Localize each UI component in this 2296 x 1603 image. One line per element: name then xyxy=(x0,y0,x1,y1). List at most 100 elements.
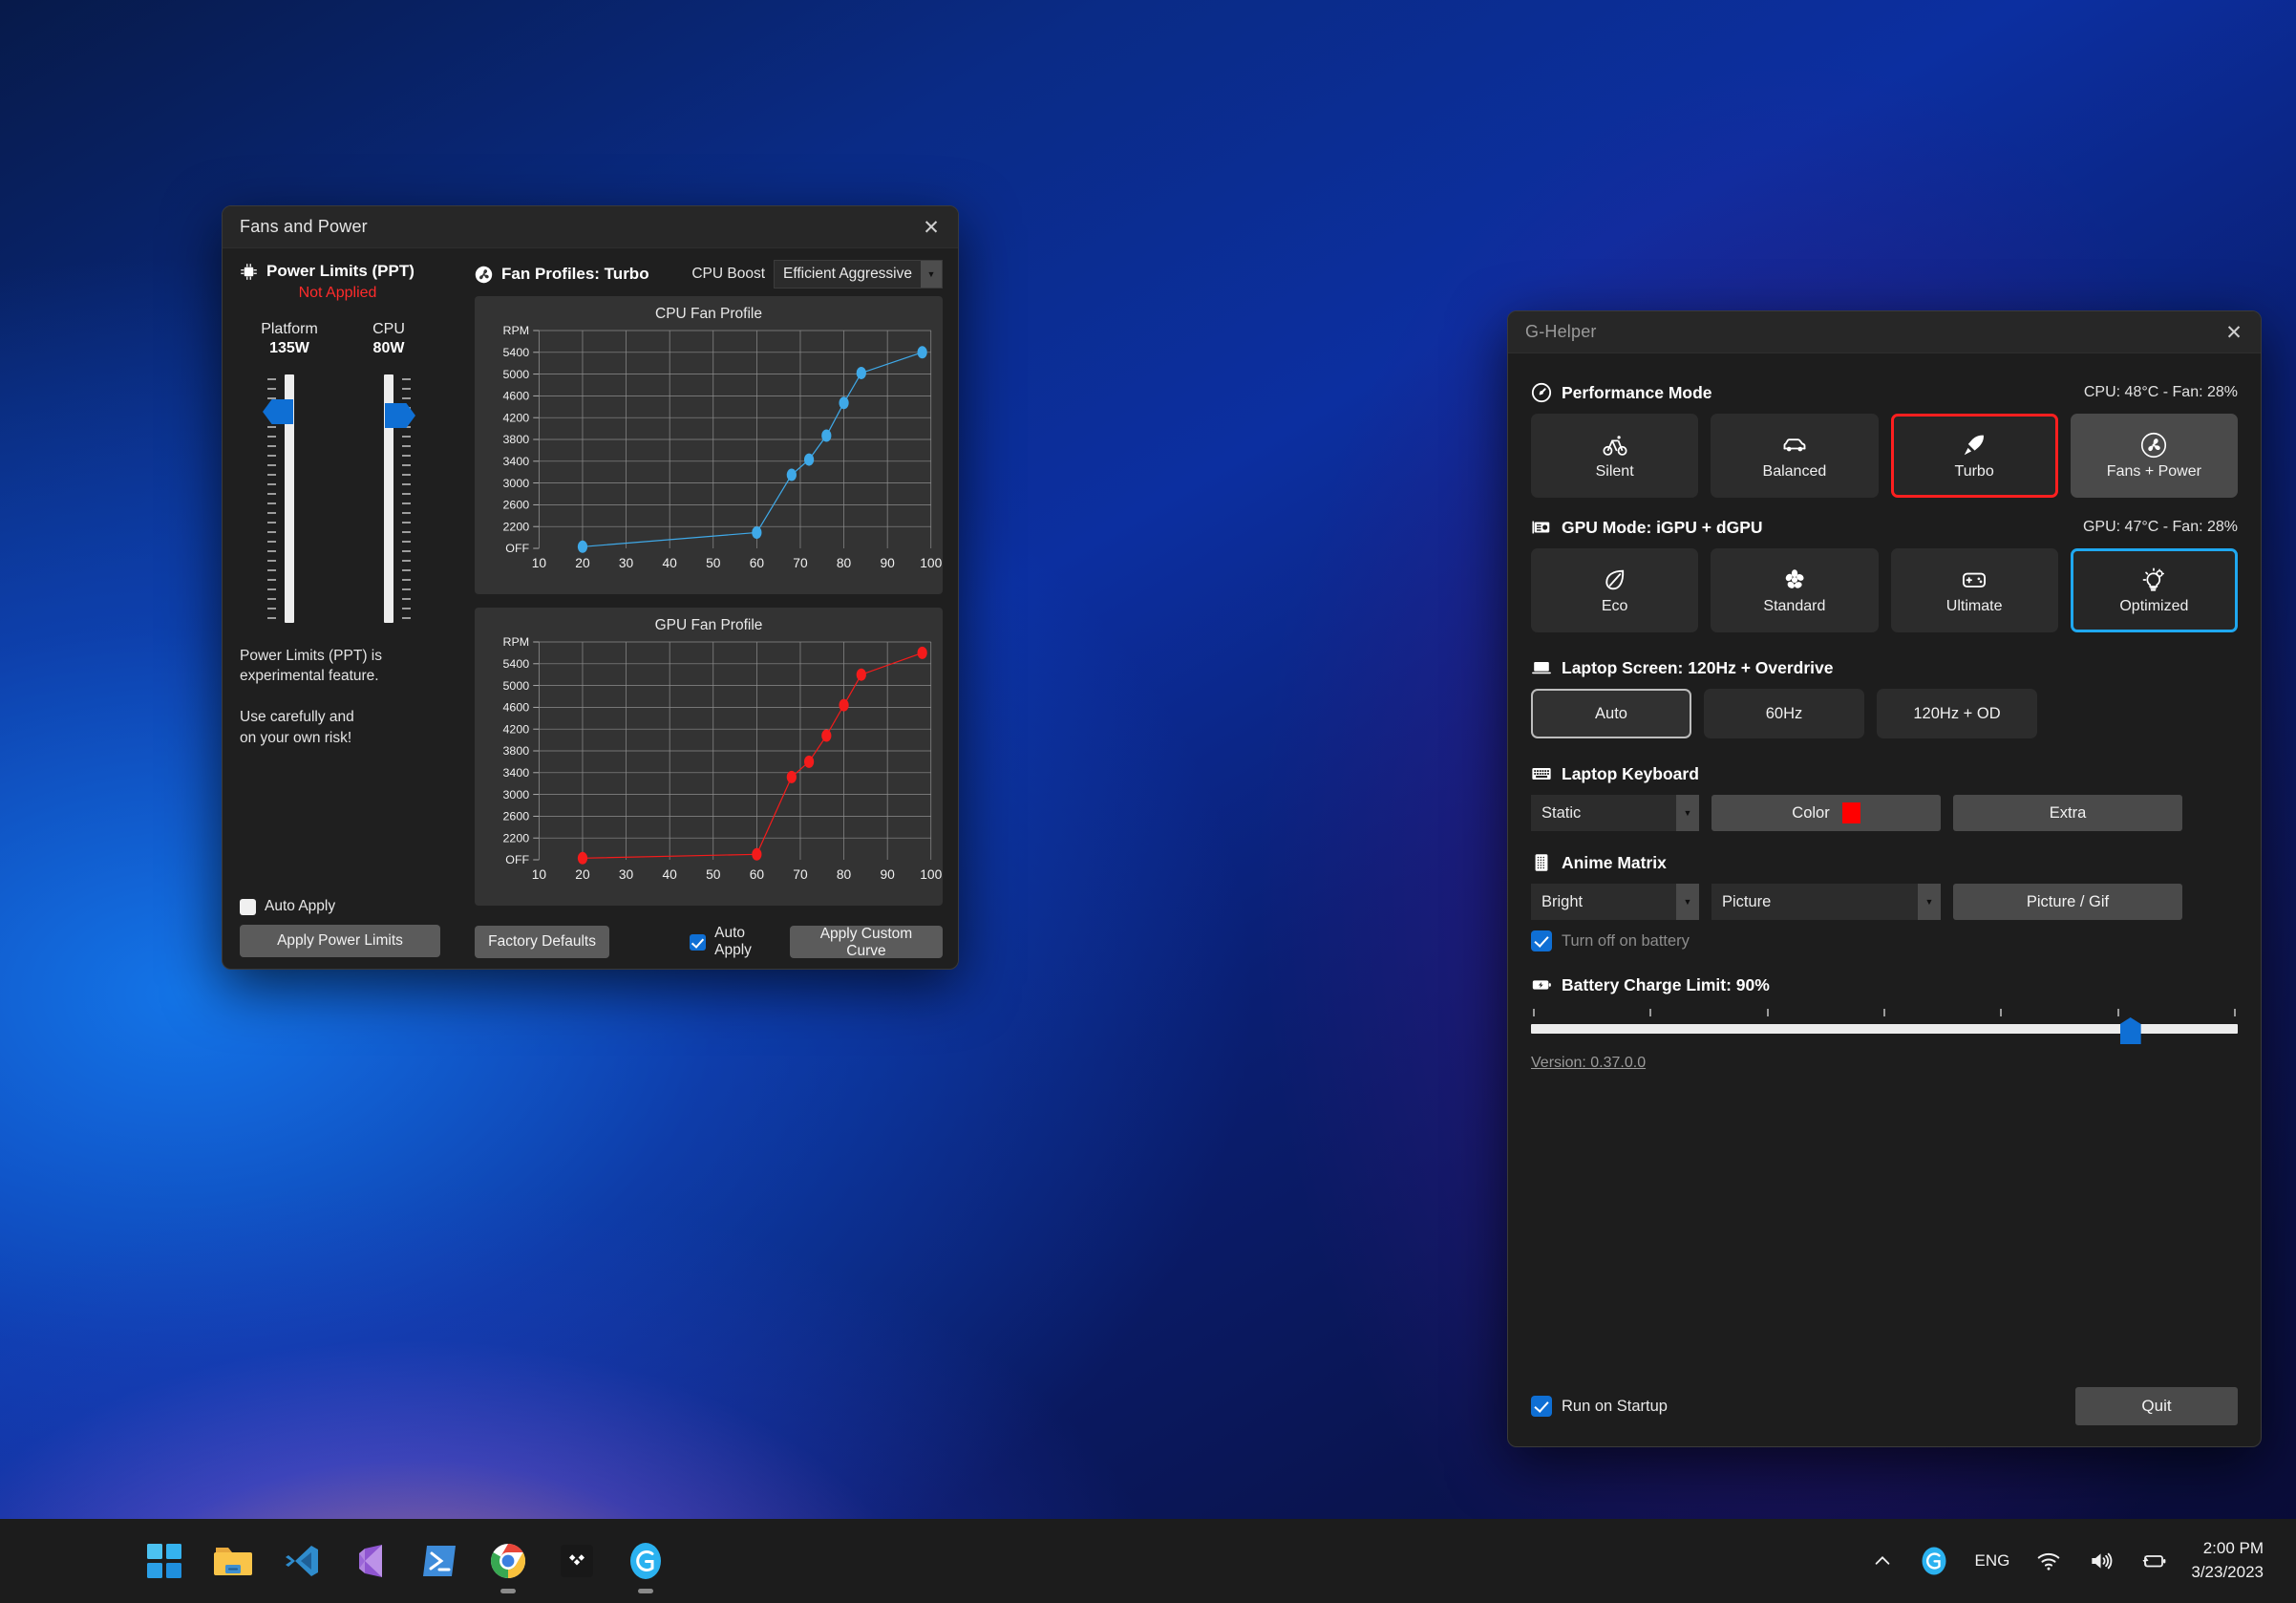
fans-and-power-window: Fans and Power ✕ Power Limits (PPT) Not … xyxy=(222,205,959,970)
battery-slider-ticks xyxy=(1533,1009,2236,1016)
battery-charging-icon xyxy=(2142,1555,2166,1568)
bicycle-icon xyxy=(1603,435,1627,456)
fan-profiles-panel: Fan Profiles: Turbo CPU Boost Efficient … xyxy=(469,248,958,969)
visual-studio-button[interactable] xyxy=(336,1527,405,1595)
system-tray: ENG xyxy=(1859,1530,2296,1592)
svg-text:5400: 5400 xyxy=(502,346,529,359)
gpu-tile-optimized[interactable]: Optimized xyxy=(2070,548,2238,632)
fans-window-titlebar[interactable]: Fans and Power ✕ xyxy=(223,206,958,248)
tray-volume-button[interactable] xyxy=(2074,1530,2126,1592)
keyboard-color-button[interactable]: Color xyxy=(1711,795,1941,831)
cpu-slider-thumb[interactable] xyxy=(385,403,415,428)
run-on-startup-row[interactable]: Run on Startup xyxy=(1531,1396,1668,1417)
power-auto-apply-row[interactable]: Auto Apply xyxy=(240,898,454,915)
screen-option-60hz[interactable]: 60Hz xyxy=(1704,689,1864,738)
quit-button[interactable]: Quit xyxy=(2075,1387,2238,1425)
cpu-slider-track[interactable] xyxy=(384,374,393,623)
svg-text:30: 30 xyxy=(619,867,634,882)
fan-profiles-title: Fan Profiles: Turbo xyxy=(501,265,649,283)
svg-text:5000: 5000 xyxy=(502,368,529,381)
anime-turn-off-row[interactable]: Turn off on battery xyxy=(1531,930,2238,951)
svg-text:100: 100 xyxy=(920,556,942,570)
cpu-power-slider[interactable] xyxy=(339,374,438,623)
battery-limit-slider[interactable] xyxy=(1531,1009,2238,1044)
chevron-down-icon[interactable]: ▼ xyxy=(1676,795,1699,831)
screen-option-auto[interactable]: Auto xyxy=(1531,689,1691,738)
curve-auto-apply-row[interactable]: Auto Apply xyxy=(690,925,780,959)
start-button[interactable] xyxy=(130,1527,199,1595)
cpu-chip-icon xyxy=(241,263,257,280)
tray-ghelper-button[interactable] xyxy=(1906,1530,1962,1592)
g-helper-button[interactable] xyxy=(611,1527,680,1595)
curve-auto-apply-label: Auto Apply xyxy=(714,925,752,958)
cpu-fan-profile-chart[interactable]: OFF 2200 2600 3000 3400 3800 4200 4600 5000 5400 R… xyxy=(475,323,943,583)
svg-text:30: 30 xyxy=(619,556,634,570)
g-helper-window: G-Helper ✕ Performance Mode CPU: 48°C - … xyxy=(1507,310,2262,1447)
svg-text:2600: 2600 xyxy=(502,499,529,512)
platform-slider-track[interactable] xyxy=(285,374,294,623)
apply-custom-curve-button[interactable]: Apply Custom Curve xyxy=(789,926,943,959)
run-on-startup-checkbox[interactable] xyxy=(1531,1396,1552,1417)
performance-mode-tiles: Silent Balanced Turbo xyxy=(1531,414,2238,498)
perf-tile-turbo[interactable]: Turbo xyxy=(1890,414,2058,498)
chevron-down-icon[interactable]: ▼ xyxy=(1918,884,1941,920)
perf-tile-fans-power[interactable]: Fans + Power xyxy=(2070,414,2238,498)
gpu-tile-ultimate[interactable]: Ultimate xyxy=(1890,548,2058,632)
vs-code-button[interactable] xyxy=(267,1527,336,1595)
close-icon[interactable]: ✕ xyxy=(923,216,940,239)
battery-bolt-icon xyxy=(1532,980,1551,990)
svg-text:60: 60 xyxy=(750,867,765,882)
cpu-boost-select[interactable]: Efficient Aggressive ▼ xyxy=(774,260,943,289)
running-indicator xyxy=(638,1589,653,1593)
factory-defaults-button[interactable]: Factory Defaults xyxy=(475,926,610,958)
perf-tile-balanced[interactable]: Balanced xyxy=(1711,414,1879,498)
fan-icon xyxy=(2141,432,2167,458)
fan-icon xyxy=(475,266,493,283)
keyboard-extra-button[interactable]: Extra xyxy=(1953,795,2182,831)
tray-wifi-button[interactable] xyxy=(2023,1530,2074,1592)
battery-slider-track[interactable] xyxy=(1531,1024,2238,1034)
fan-profiles-header: Fan Profiles: Turbo CPU Boost Efficient … xyxy=(475,260,943,289)
version-link[interactable]: Version: 0.37.0.0 xyxy=(1531,1055,1647,1071)
keyboard-mode-select[interactable]: Static ▼ xyxy=(1531,795,1699,831)
laptop-screen-icon xyxy=(1532,662,1551,674)
chevron-down-icon[interactable]: ▼ xyxy=(1676,884,1699,920)
gpu-tile-eco[interactable]: Eco xyxy=(1531,548,1699,632)
tidal-button[interactable] xyxy=(542,1527,611,1595)
apply-power-limits-button[interactable]: Apply Power Limits xyxy=(240,925,440,957)
cpu-label-group: CPU 80W xyxy=(339,321,438,357)
anime-turn-off-checkbox[interactable] xyxy=(1531,930,1552,951)
folder-icon xyxy=(214,1548,252,1575)
chevron-down-icon[interactable]: ▼ xyxy=(921,261,942,288)
powershell-button[interactable] xyxy=(405,1527,474,1595)
close-icon[interactable]: ✕ xyxy=(2225,321,2243,344)
gpu-tile-standard[interactable]: Standard xyxy=(1711,548,1879,632)
platform-power-slider[interactable] xyxy=(240,374,339,623)
gpu-tile-standard-label: Standard xyxy=(1763,597,1826,614)
chrome-button[interactable] xyxy=(474,1527,542,1595)
ghelper-titlebar[interactable]: G-Helper ✕ xyxy=(1508,311,2261,353)
gpu-card-icon xyxy=(1532,521,1550,534)
tray-battery-button[interactable] xyxy=(2126,1530,2181,1592)
gpu-fan-profile-chart[interactable]: OFF 2200 2600 3000 3400 3800 4200 4600 5000 5400 R… xyxy=(475,634,943,894)
curve-auto-apply-checkbox[interactable] xyxy=(690,933,707,951)
battery-limit-header: Battery Charge Limit: 90% xyxy=(1531,974,2238,995)
perf-tile-turbo-label: Turbo xyxy=(1954,462,1994,480)
anime-brightness-select[interactable]: Bright ▼ xyxy=(1531,884,1699,920)
keyboard-mode-value: Static xyxy=(1541,803,1582,822)
file-explorer-button[interactable] xyxy=(199,1527,267,1595)
car-icon xyxy=(1783,438,1806,451)
tray-language-button[interactable]: ENG xyxy=(1962,1530,2024,1592)
anime-picture-gif-button[interactable]: Picture / Gif xyxy=(1953,884,2182,920)
anime-content-select[interactable]: Picture ▼ xyxy=(1711,884,1941,920)
taskbar-clock[interactable]: 2:00 PM 3/23/2023 xyxy=(2181,1530,2279,1592)
tray-overflow-button[interactable] xyxy=(1859,1530,1906,1592)
vscode-icon xyxy=(286,1546,318,1576)
power-sliders xyxy=(240,374,454,623)
screen-option-120hz-od[interactable]: 120Hz + OD xyxy=(1877,689,2037,738)
power-auto-apply-checkbox[interactable] xyxy=(240,898,256,915)
battery-slider-thumb[interactable] xyxy=(2119,1017,2141,1044)
keyboard-color-swatch[interactable] xyxy=(1841,802,1860,823)
svg-text:RPM: RPM xyxy=(503,324,530,337)
perf-tile-silent[interactable]: Silent xyxy=(1531,414,1699,498)
